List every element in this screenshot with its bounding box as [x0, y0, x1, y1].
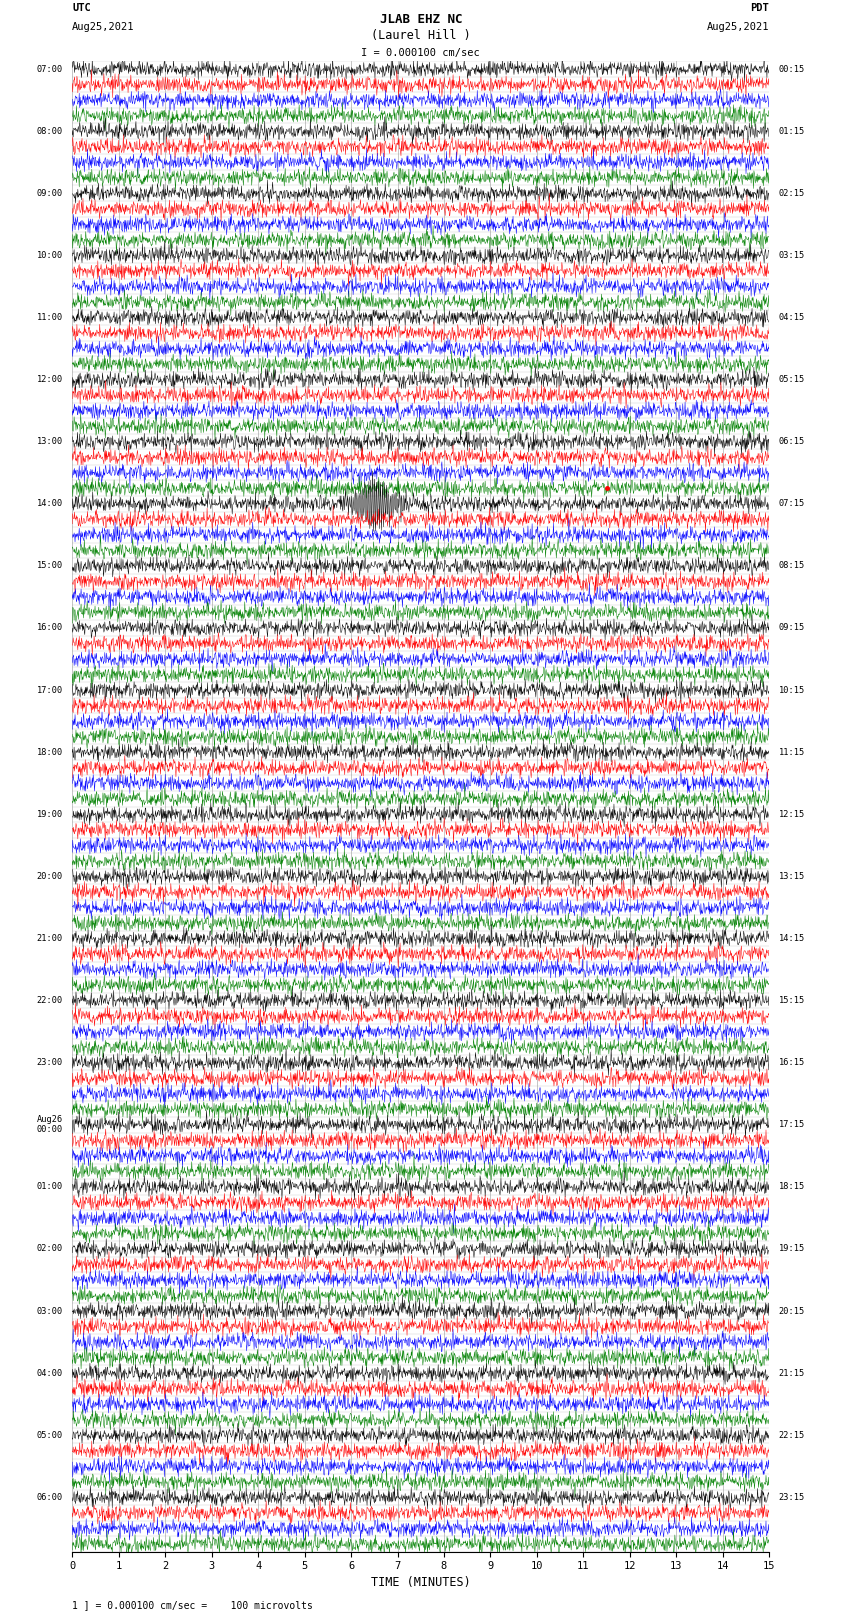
Text: 21:00: 21:00 [37, 934, 63, 944]
Text: 14:15: 14:15 [779, 934, 805, 944]
Text: UTC: UTC [72, 3, 91, 13]
Text: 09:00: 09:00 [37, 189, 63, 198]
Text: 06:15: 06:15 [779, 437, 805, 447]
Text: 13:15: 13:15 [779, 873, 805, 881]
Text: Aug25,2021: Aug25,2021 [706, 23, 769, 32]
Text: 12:15: 12:15 [779, 810, 805, 819]
Text: 07:15: 07:15 [779, 500, 805, 508]
Text: 17:15: 17:15 [779, 1121, 805, 1129]
Text: 18:00: 18:00 [37, 748, 63, 756]
Text: 05:00: 05:00 [37, 1431, 63, 1440]
Text: 07:00: 07:00 [37, 65, 63, 74]
Text: 18:15: 18:15 [779, 1182, 805, 1192]
Text: 01:15: 01:15 [779, 127, 805, 135]
Text: 03:00: 03:00 [37, 1307, 63, 1316]
Text: 17:00: 17:00 [37, 686, 63, 695]
Text: Aug25,2021: Aug25,2021 [72, 23, 135, 32]
Text: 16:15: 16:15 [779, 1058, 805, 1068]
Text: 20:15: 20:15 [779, 1307, 805, 1316]
Text: 09:15: 09:15 [779, 624, 805, 632]
Text: 04:15: 04:15 [779, 313, 805, 323]
Text: 06:00: 06:00 [37, 1494, 63, 1502]
Text: 04:00: 04:00 [37, 1369, 63, 1378]
Text: 23:00: 23:00 [37, 1058, 63, 1068]
Text: 21:15: 21:15 [779, 1369, 805, 1378]
Text: 12:00: 12:00 [37, 376, 63, 384]
Text: PDT: PDT [751, 3, 769, 13]
Text: 05:15: 05:15 [779, 376, 805, 384]
Text: 20:00: 20:00 [37, 873, 63, 881]
Text: 13:00: 13:00 [37, 437, 63, 447]
Text: 08:00: 08:00 [37, 127, 63, 135]
Text: 08:15: 08:15 [779, 561, 805, 571]
Text: 23:15: 23:15 [779, 1494, 805, 1502]
Text: 22:15: 22:15 [779, 1431, 805, 1440]
Text: JLAB EHZ NC: JLAB EHZ NC [379, 13, 462, 26]
Text: 16:00: 16:00 [37, 624, 63, 632]
Text: 22:00: 22:00 [37, 997, 63, 1005]
Text: 10:15: 10:15 [779, 686, 805, 695]
Text: 02:00: 02:00 [37, 1245, 63, 1253]
Text: 01:00: 01:00 [37, 1182, 63, 1192]
Text: 15:00: 15:00 [37, 561, 63, 571]
Text: 1 ] = 0.000100 cm/sec =    100 microvolts: 1 ] = 0.000100 cm/sec = 100 microvolts [72, 1600, 313, 1610]
Text: (Laurel Hill ): (Laurel Hill ) [371, 29, 471, 42]
Text: 11:00: 11:00 [37, 313, 63, 323]
Text: 14:00: 14:00 [37, 500, 63, 508]
Text: 10:00: 10:00 [37, 252, 63, 260]
X-axis label: TIME (MINUTES): TIME (MINUTES) [371, 1576, 471, 1589]
Text: Aug26
00:00: Aug26 00:00 [37, 1115, 63, 1134]
Text: 15:15: 15:15 [779, 997, 805, 1005]
Text: 19:00: 19:00 [37, 810, 63, 819]
Text: 02:15: 02:15 [779, 189, 805, 198]
Text: 00:15: 00:15 [779, 65, 805, 74]
Text: 11:15: 11:15 [779, 748, 805, 756]
Text: 03:15: 03:15 [779, 252, 805, 260]
Text: 19:15: 19:15 [779, 1245, 805, 1253]
Text: I = 0.000100 cm/sec: I = 0.000100 cm/sec [361, 48, 480, 58]
